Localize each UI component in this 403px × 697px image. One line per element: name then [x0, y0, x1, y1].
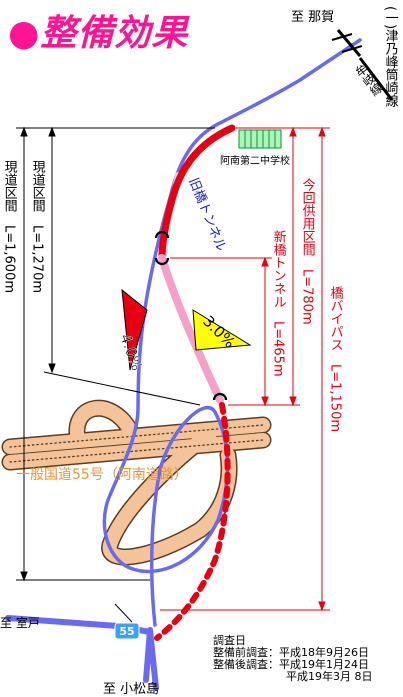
- survey-before: 整備前調査：平成18年9月26日: [213, 646, 369, 659]
- mugi-rail-line: [331, 29, 394, 101]
- grade-triangle-new: [192, 309, 252, 351]
- bypass-dimensions: [160, 126, 330, 612]
- prefectural-road-label: (一)津乃峰筒崎線: [382, 6, 398, 108]
- section-current-short: 現道区間 L=1,270m: [29, 160, 45, 294]
- old-tunnel-label: 旧橋トンネル: [185, 176, 228, 254]
- school-label: 阿南第二中学校: [220, 156, 290, 167]
- section-in-service: 今回供用区間 L=780m: [299, 178, 315, 325]
- place-nahe: 至 那賀: [291, 10, 335, 25]
- grade-triangle-old: [121, 288, 148, 371]
- survey-heading: 調査日: [213, 634, 246, 647]
- bypass-future-section: [154, 402, 231, 641]
- survey-after-2: 平成19年3月 8日: [286, 670, 373, 683]
- page-title: ●整備効果: [8, 13, 189, 54]
- bypass-open-section: [158, 124, 236, 259]
- current-road: [5, 38, 362, 691]
- school-building: [238, 129, 282, 149]
- bypass-route: [154, 124, 236, 641]
- place-muroto: 至 室戸: [0, 616, 40, 630]
- national-road-label: 一般国道55号（阿南道路）: [16, 467, 188, 483]
- route-shield-text: 55: [119, 625, 134, 638]
- tunnel-portals: [154, 230, 228, 401]
- survey-dates: 調査日 整備前調査：平成18年9月26日 整備後調査：平成19年1月24日 平成…: [213, 635, 373, 683]
- survey-after-1: 整備後調査：平成19年1月24日: [213, 658, 369, 671]
- current-road-dimensions: [16, 126, 215, 623]
- new-tunnel-label: 新橋トンネル L=465m: [270, 230, 286, 377]
- route-55-shield: 55: [114, 622, 140, 640]
- new-tunnel: [158, 254, 224, 404]
- section-bypass: 橋バイパス L=1,150m: [327, 286, 343, 433]
- place-komatsushima: 至 小松島: [103, 682, 160, 697]
- section-current-full: 現道区間 L=1,600m: [1, 160, 17, 294]
